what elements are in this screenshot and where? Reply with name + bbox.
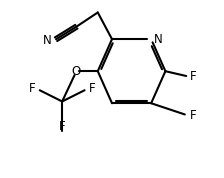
Text: N: N: [154, 33, 163, 46]
Text: N: N: [43, 34, 52, 48]
Text: O: O: [72, 65, 81, 78]
Text: F: F: [190, 109, 197, 122]
Text: F: F: [190, 70, 197, 83]
Text: F: F: [29, 82, 35, 96]
Text: F: F: [59, 120, 65, 133]
Text: F: F: [89, 82, 95, 96]
